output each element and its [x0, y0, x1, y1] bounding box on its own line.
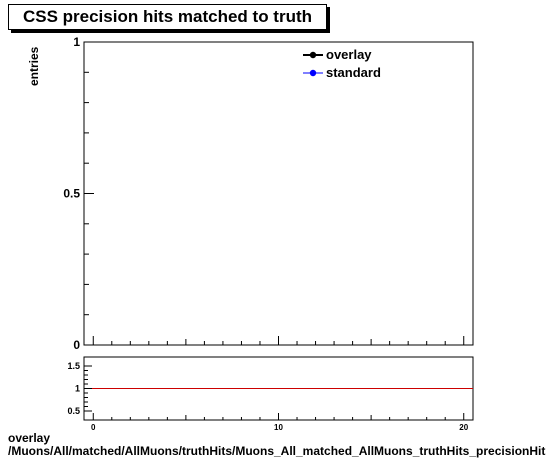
main-y-tick-label: 0.5	[63, 187, 80, 201]
main-x-axis	[92, 336, 465, 345]
legend-standard-label: standard	[326, 65, 381, 80]
main-plot-panel: 00.51 entries overlay standard	[27, 35, 474, 352]
main-y-tick-label: 0	[73, 338, 80, 352]
main-plot-frame	[83, 41, 474, 346]
legend-overlay-label: overlay	[326, 47, 372, 62]
legend-standard-marker	[309, 69, 317, 77]
ratio-x-axis: 0 10 20	[91, 413, 469, 432]
footer-line-1: overlay	[8, 432, 51, 445]
ratio-x-tick-label: 0	[91, 423, 96, 432]
legend-entry-standard: standard	[303, 65, 381, 80]
legend: overlay standard	[303, 47, 381, 80]
legend-overlay-marker	[309, 51, 317, 59]
ratio-y-tick-label: 1	[75, 384, 80, 394]
ratio-plot-panel: 0.5 1 1.5 0 10 20	[67, 356, 474, 432]
ratio-x-tick-label: 20	[459, 423, 468, 432]
chart-title-box: CSS precision hits matched to truth	[8, 4, 327, 30]
footer-line-2: /Muons/All/matched/AllMuons/truthHits/Mu…	[8, 444, 546, 458]
y-axis-label: entries	[27, 46, 41, 86]
ratio-y-tick-label: 0.5	[67, 406, 80, 416]
main-y-tick-label: 1	[73, 35, 80, 49]
chart-title: CSS precision hits matched to truth	[22, 7, 313, 26]
ratio-y-tick-label: 1.5	[67, 361, 80, 371]
footer-caption: overlay /Muons/All/matched/AllMuons/trut…	[8, 432, 546, 458]
main-y-axis: 00.51	[63, 35, 94, 352]
ratio-y-axis: 0.5 1 1.5	[67, 361, 92, 416]
ratio-x-tick-label: 10	[274, 423, 283, 432]
legend-entry-overlay: overlay	[303, 47, 372, 62]
